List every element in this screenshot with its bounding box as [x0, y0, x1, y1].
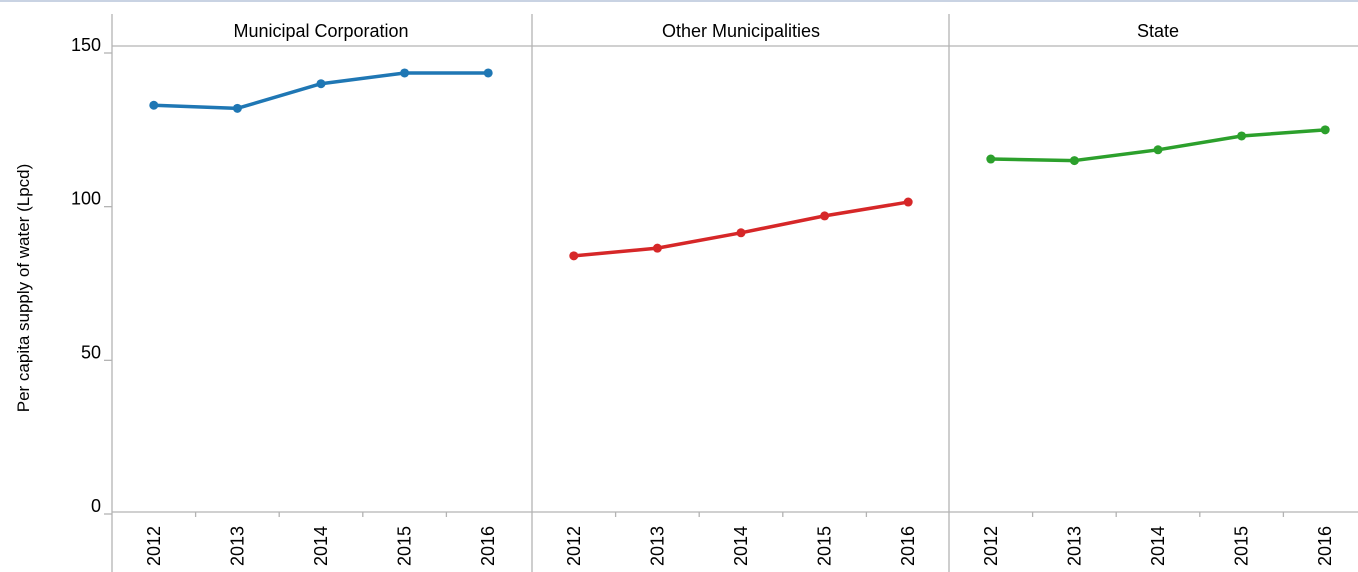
data-point	[316, 79, 326, 89]
x-tick-label: 2014	[1148, 526, 1168, 566]
x-tick-label: 2015	[815, 526, 835, 566]
data-point	[149, 100, 159, 110]
panel: State 2012 2013 2014 2015 2016	[981, 21, 1335, 566]
x-tick-label: 2013	[647, 526, 667, 566]
data-point	[903, 197, 913, 207]
data-point	[1153, 145, 1163, 155]
data-point	[1069, 156, 1079, 166]
x-tick-label: 2013	[1064, 526, 1084, 566]
y-axis: 0 50 100 150	[71, 35, 112, 516]
data-point	[652, 243, 662, 253]
x-tick-label: 2016	[1315, 526, 1335, 566]
x-tick-label: 2015	[395, 526, 415, 566]
facet-title: State	[1137, 21, 1179, 41]
data-point	[1320, 125, 1330, 135]
top-rule	[0, 0, 1358, 2]
x-tick-label: 2012	[564, 526, 584, 566]
x-tick-label: 2013	[227, 526, 247, 566]
y-tick-label: 100	[71, 189, 101, 209]
panel: Other Municipalities 2012 2013 2014 2015 2016	[564, 21, 918, 566]
x-tick-label: 2012	[144, 526, 164, 566]
y-tick-label: 50	[81, 342, 101, 362]
data-point	[986, 154, 996, 164]
series-line	[152, 71, 490, 111]
x-tick-label: 2016	[898, 526, 918, 566]
x-tick-label: 2016	[478, 526, 498, 566]
facet-title: Municipal Corporation	[233, 21, 408, 41]
data-point	[820, 211, 830, 221]
chart-frame	[111, 14, 1358, 572]
facet-title: Other Municipalities	[662, 21, 820, 41]
x-tick-label: 2014	[731, 526, 751, 566]
panel: Municipal Corporation 2012 2013 2014 2015 201…	[144, 21, 498, 566]
data-point	[1237, 131, 1247, 141]
series-line	[989, 128, 1327, 163]
data-point	[232, 103, 242, 113]
data-point	[483, 68, 493, 78]
x-tick-label: 2015	[1232, 526, 1252, 566]
data-point	[400, 68, 410, 78]
x-tick-label: 2012	[981, 526, 1001, 566]
y-axis-label: Per capita supply of water (Lpcd)	[14, 164, 33, 413]
y-tick-label: 150	[71, 35, 101, 55]
chart-panels: Municipal Corporation 2012 2013 2014 2015 201…	[144, 21, 1335, 566]
data-point	[569, 251, 579, 261]
x-tick-label: 2014	[311, 526, 331, 566]
y-tick-label: 0	[91, 496, 101, 516]
data-point	[736, 228, 746, 238]
